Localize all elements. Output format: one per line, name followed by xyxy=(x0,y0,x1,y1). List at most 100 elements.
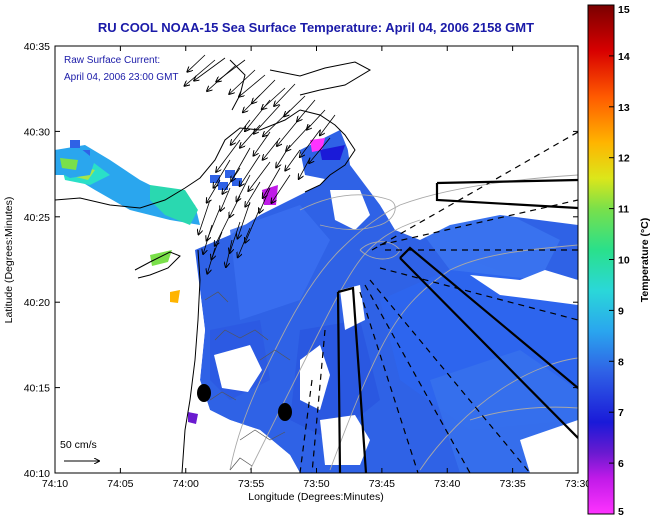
current-vector xyxy=(320,114,336,135)
current-vector xyxy=(231,147,251,181)
y-tick-label: 40:25 xyxy=(24,212,50,224)
x-tick-label: 73:35 xyxy=(499,478,525,490)
x-tick-label: 73:30 xyxy=(565,478,591,490)
current-vector xyxy=(245,207,261,243)
current-vector xyxy=(300,129,321,157)
transect-line xyxy=(364,284,471,473)
current-vector xyxy=(229,195,241,217)
current-vector xyxy=(263,109,291,136)
colorbar-tick-label: 11 xyxy=(618,204,629,216)
colorbar-tick-label: 8 xyxy=(618,356,624,368)
current-vector xyxy=(243,94,261,112)
current-vectors xyxy=(185,54,336,274)
current-vector xyxy=(245,99,271,131)
current-vector xyxy=(284,95,306,116)
sst-patch xyxy=(230,205,330,320)
sst-pixel xyxy=(232,178,242,186)
transect-line xyxy=(311,329,326,473)
current-vector xyxy=(240,124,261,148)
sst-shore-purple xyxy=(188,412,198,424)
cloud-mask xyxy=(55,46,578,473)
inland-waterway xyxy=(204,291,229,303)
current-vector xyxy=(254,104,281,134)
current-time: April 04, 2006 23:00 GMT xyxy=(64,72,179,83)
current-vector xyxy=(276,144,291,167)
scale-label: 50 cm/s xyxy=(60,439,97,451)
current-vector xyxy=(245,181,261,207)
x-tick-label: 73:45 xyxy=(369,478,395,490)
bathymetry-line xyxy=(299,194,396,230)
current-vector xyxy=(237,174,251,201)
current-vector xyxy=(274,83,296,106)
colorbar-tick-label: 15 xyxy=(618,4,630,16)
chart-title: RU COOL NOAA-15 Sea Surface Temperature:… xyxy=(98,20,534,35)
coastline-segment xyxy=(181,249,201,473)
inland-waterway xyxy=(214,329,269,341)
current-vector xyxy=(220,187,231,211)
cloud-or-land xyxy=(300,345,330,410)
cloud-or-land xyxy=(470,270,578,305)
current-vector xyxy=(229,69,256,94)
colorbar-tick-label: 10 xyxy=(618,255,630,267)
colorbar-tick-label: 5 xyxy=(618,506,624,518)
transect-line xyxy=(379,199,578,246)
sampling-box-north xyxy=(435,178,578,210)
colorbar-label: Temperature (°C) xyxy=(639,218,651,303)
current-vector xyxy=(238,201,251,238)
current-vector xyxy=(187,54,206,72)
cloud-or-land xyxy=(55,210,300,473)
current-vector xyxy=(253,131,271,156)
bathymetry-line xyxy=(469,406,578,421)
current-vector xyxy=(194,57,226,81)
x-tick-label: 74:05 xyxy=(107,478,133,490)
colorbar-tick-label: 6 xyxy=(618,458,624,470)
bathymetry-line xyxy=(329,244,578,471)
current-vector xyxy=(222,167,241,194)
y-tick-label: 40:30 xyxy=(24,126,50,138)
current-vector xyxy=(277,117,301,146)
current-vector xyxy=(199,199,211,234)
sst-pixel xyxy=(425,440,435,448)
current-vector xyxy=(263,137,281,160)
current-vector xyxy=(207,179,221,203)
sst-pixel xyxy=(568,262,578,270)
current-vector xyxy=(239,74,266,97)
cloud-or-land xyxy=(520,420,578,473)
sst-pixel xyxy=(410,450,420,458)
current-vector xyxy=(299,157,311,179)
x-axis-ticks: 74:10 74:05 74:00 73:55 73:50 73:45 73:40 73:35… xyxy=(42,46,591,490)
coastline xyxy=(55,59,372,473)
x-tick-label: 73:50 xyxy=(303,478,329,490)
sst-nearshore-warm2 xyxy=(150,185,198,225)
sst-pixel xyxy=(70,140,80,148)
coastline-segment xyxy=(299,109,356,193)
inland-waterway xyxy=(229,457,253,471)
coastline-segment xyxy=(229,59,246,111)
transect-line xyxy=(299,379,313,473)
bathymetry-contours xyxy=(229,174,578,471)
colorbar-tick-label: 13 xyxy=(618,102,630,114)
x-tick-label: 73:40 xyxy=(434,478,460,490)
transect-line xyxy=(379,267,578,321)
sst-bay-hot-bit xyxy=(170,290,180,303)
sampling-box-south xyxy=(336,286,368,473)
cloud-or-land xyxy=(340,285,365,330)
x-tick-label: 74:10 xyxy=(42,478,68,490)
coastline-segment xyxy=(55,109,301,209)
current-vector xyxy=(248,161,271,191)
inland-waterway xyxy=(209,391,237,401)
colorbar-ticks: 5 6 7 8 9 10 11 12 13 14 15 xyxy=(609,4,630,518)
current-vector xyxy=(207,247,216,274)
current-vector xyxy=(240,154,261,186)
cloud-or-land xyxy=(214,345,262,392)
current-vector xyxy=(226,239,233,267)
sst-pixel xyxy=(210,175,220,183)
buoy-marker xyxy=(197,384,211,402)
current-vector xyxy=(230,221,241,253)
sampling-boxes xyxy=(197,131,578,473)
y-tick-label: 40:15 xyxy=(24,383,50,395)
current-vector xyxy=(286,124,311,151)
transect-line xyxy=(369,279,531,473)
x-tick-label: 74:00 xyxy=(173,478,199,490)
y-tick-label: 40:35 xyxy=(24,41,50,53)
